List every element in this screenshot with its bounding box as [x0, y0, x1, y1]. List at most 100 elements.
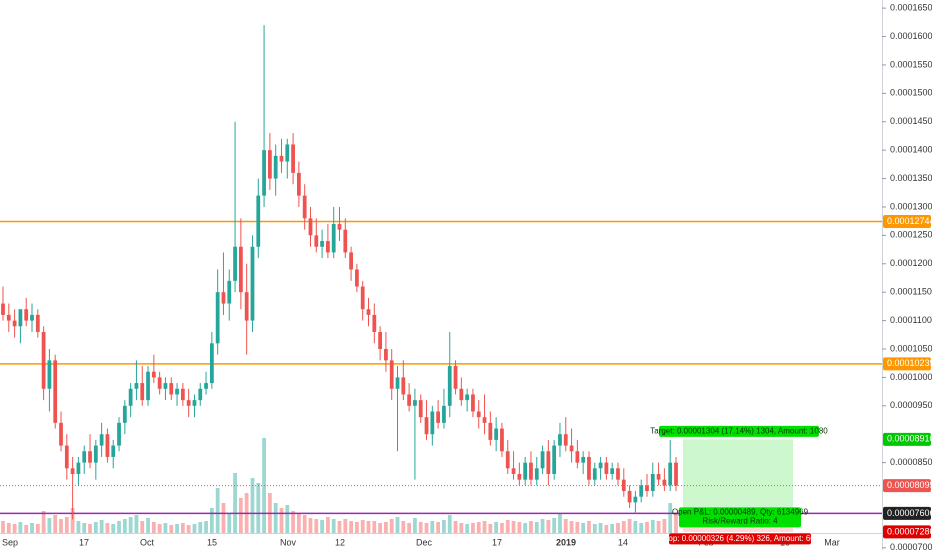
candle-body — [273, 155, 278, 179]
volume-bar — [418, 522, 423, 533]
price-label: 0.00010239 — [887, 358, 932, 368]
volume-bar — [122, 519, 127, 533]
volume-bar — [12, 524, 17, 533]
volume-bar — [1, 521, 5, 533]
candle-body — [471, 394, 475, 412]
candle-body — [1, 303, 5, 315]
volume-bar — [93, 522, 98, 533]
volume-bar — [279, 508, 284, 533]
volume-bar — [540, 519, 545, 533]
volume-bar — [53, 515, 58, 533]
candle-body — [186, 400, 191, 406]
candle-body — [308, 218, 313, 236]
stop-label: Stop: 0.00000326 (4.29%) 326, Amount: 66… — [661, 534, 820, 543]
volume-bar — [204, 521, 208, 533]
candle-body — [302, 195, 307, 219]
volume-bar — [442, 520, 446, 533]
target-label: Target: 0.00001304 (17.14%) 1304, Amount… — [650, 426, 828, 435]
candle-body — [645, 485, 649, 492]
candle-body — [314, 235, 319, 247]
volume-bar — [465, 524, 470, 533]
volume-bar — [505, 520, 510, 533]
candle-body — [47, 360, 52, 389]
candle-body — [285, 144, 290, 162]
volume-bar — [546, 520, 551, 533]
target-label-box — [659, 425, 819, 437]
volume-bar — [30, 523, 34, 533]
volume-bar — [639, 523, 644, 533]
candle-body — [558, 434, 562, 446]
candle-body — [157, 377, 162, 389]
price-label: 0.00008910 — [887, 434, 932, 444]
volume-bar — [523, 523, 528, 533]
volume-bar — [343, 519, 348, 533]
candle-body — [238, 246, 243, 293]
candle-body — [262, 150, 266, 196]
candle-body — [140, 383, 145, 401]
candle-body — [105, 434, 110, 457]
candle-body — [650, 473, 655, 492]
candle-body — [128, 388, 133, 406]
candle-body — [604, 462, 609, 474]
candle-body — [662, 479, 667, 486]
candle-body — [395, 377, 400, 389]
candle-body — [30, 314, 34, 321]
volume-bar — [233, 473, 237, 533]
candle-body — [82, 451, 87, 463]
candle-body — [523, 462, 528, 480]
volume-bar — [569, 521, 574, 533]
candle-body — [529, 462, 533, 480]
candle-body — [610, 468, 615, 474]
volume-bar — [395, 517, 400, 533]
candle-body — [482, 417, 487, 423]
candle-body — [18, 309, 23, 327]
price-label: 0.00012744 — [887, 216, 932, 226]
volume-bar — [146, 518, 150, 533]
volume-bar — [598, 523, 603, 533]
volume-bar — [163, 523, 168, 533]
volume-bar — [476, 522, 481, 533]
volume-bar — [314, 519, 319, 533]
candle-body — [111, 445, 116, 457]
volume-bar — [401, 521, 406, 533]
volume-bar — [297, 513, 301, 533]
volume-bar — [511, 521, 516, 533]
candle-body — [12, 320, 17, 327]
volume-bar — [360, 520, 365, 533]
candle-body — [279, 155, 284, 162]
volume-bar — [517, 522, 522, 533]
candle-body — [563, 434, 568, 446]
candle-body — [41, 331, 46, 389]
candle-body — [146, 371, 150, 401]
candle-body — [233, 246, 237, 281]
candle-body — [627, 491, 632, 503]
volume-bar — [82, 523, 87, 533]
price-label-box — [883, 432, 931, 446]
volume-bar — [221, 503, 226, 533]
volume-bar — [430, 521, 435, 533]
volume-bar — [471, 523, 475, 533]
candle-body — [331, 224, 336, 253]
candle-body — [221, 292, 226, 304]
candle-body — [581, 456, 586, 463]
volume-bar — [111, 524, 116, 533]
candle-body — [540, 451, 545, 469]
volume-bar — [563, 519, 568, 533]
volume-bar — [157, 524, 162, 533]
candle-body — [546, 451, 551, 474]
candle-body — [180, 388, 185, 401]
x-tick-label: 17 — [492, 537, 502, 547]
volume-bar — [500, 523, 504, 533]
candle-body — [534, 468, 539, 480]
volume-bar — [616, 523, 620, 533]
volume-bar — [413, 518, 417, 533]
volume-bar — [285, 505, 290, 533]
candle-body — [117, 422, 121, 446]
x-tick-label: Sep — [2, 537, 18, 547]
